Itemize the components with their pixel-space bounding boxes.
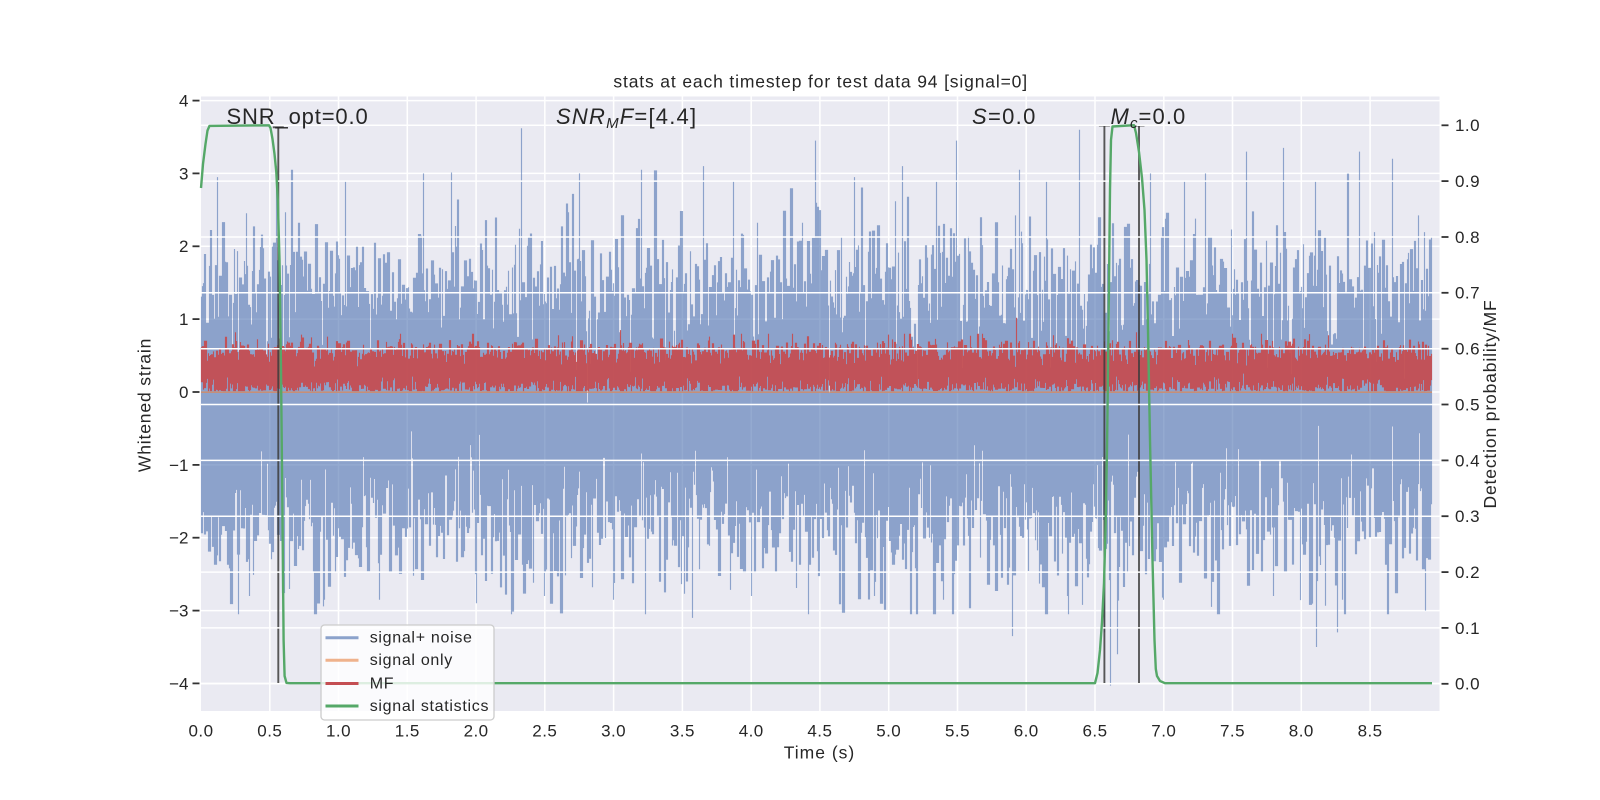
svg-text:1.5: 1.5 [395, 722, 420, 741]
svg-text:6.5: 6.5 [1083, 722, 1108, 741]
svg-text:Mc=0.0: Mc=0.0 [1111, 104, 1187, 132]
svg-text:7.5: 7.5 [1220, 722, 1245, 741]
svg-text:2.5: 2.5 [532, 722, 557, 741]
svg-text:8.5: 8.5 [1358, 722, 1383, 741]
svg-text:0.5: 0.5 [1455, 395, 1480, 414]
svg-text:0.3: 0.3 [1455, 507, 1480, 526]
svg-text:4: 4 [179, 92, 188, 111]
svg-text:1.0: 1.0 [326, 722, 351, 741]
svg-text:Time (s): Time (s) [784, 743, 856, 763]
svg-text:2.0: 2.0 [464, 722, 489, 741]
svg-text:−3: −3 [169, 602, 188, 621]
svg-text:8.0: 8.0 [1289, 722, 1314, 741]
svg-text:4.5: 4.5 [807, 722, 832, 741]
svg-text:S=0.0: S=0.0 [972, 104, 1037, 129]
svg-text:Detection probability/MF: Detection probability/MF [1480, 299, 1500, 508]
svg-text:0.9: 0.9 [1455, 172, 1480, 191]
svg-text:0.0: 0.0 [1455, 675, 1480, 694]
svg-text:3.0: 3.0 [601, 722, 626, 741]
svg-text:SNRMF=[4.4]: SNRMF=[4.4] [556, 104, 697, 132]
svg-text:−1: −1 [169, 456, 188, 475]
svg-text:0: 0 [179, 383, 188, 402]
svg-text:1.0: 1.0 [1455, 116, 1480, 135]
svg-text:0.5: 0.5 [257, 722, 282, 741]
svg-text:7.0: 7.0 [1151, 722, 1176, 741]
svg-text:0.1: 0.1 [1455, 619, 1480, 638]
svg-text:4.0: 4.0 [739, 722, 764, 741]
svg-text:SNR_opt=0.0: SNR_opt=0.0 [227, 104, 369, 129]
svg-text:0.2: 0.2 [1455, 563, 1480, 582]
svg-text:2: 2 [179, 237, 188, 256]
svg-text:Whitened strain: Whitened strain [135, 338, 155, 472]
svg-text:0.6: 0.6 [1455, 340, 1480, 359]
svg-text:stats at each timestep for tes: stats at each timestep for test data 94 … [613, 71, 1028, 91]
svg-text:signal only: signal only [370, 652, 453, 669]
svg-text:1: 1 [179, 310, 188, 329]
svg-text:0.4: 0.4 [1455, 451, 1480, 470]
svg-text:−2: −2 [169, 529, 188, 548]
svg-text:−4: −4 [169, 674, 188, 693]
svg-text:0.8: 0.8 [1455, 228, 1480, 247]
svg-text:3.5: 3.5 [670, 722, 695, 741]
svg-text:0.7: 0.7 [1455, 284, 1480, 303]
svg-text:signal+ noise: signal+ noise [370, 630, 473, 647]
svg-text:signal statistics: signal statistics [370, 698, 490, 715]
svg-text:5.5: 5.5 [945, 722, 970, 741]
svg-text:3: 3 [179, 164, 188, 183]
svg-text:6.0: 6.0 [1014, 722, 1039, 741]
svg-text:0.0: 0.0 [189, 722, 214, 741]
svg-text:MF: MF [370, 676, 395, 693]
svg-text:5.0: 5.0 [876, 722, 901, 741]
